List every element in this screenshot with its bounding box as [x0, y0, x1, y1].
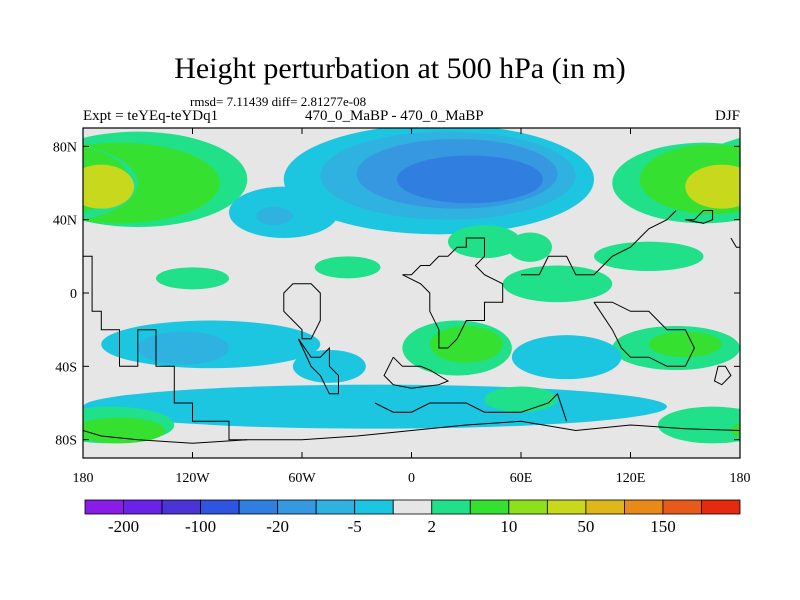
colorbar-label: 10 — [500, 517, 517, 536]
colorbar-swatch — [354, 499, 394, 515]
contour-eq-pacific-east — [156, 267, 229, 290]
coastline-segment — [83, 430, 248, 444]
comparison-label: 470_0_MaBP - 470_0_MaBP — [305, 108, 484, 124]
colorbar-swatch — [392, 499, 433, 515]
contour-southern-ocean-east — [484, 386, 558, 413]
coastlines — [83, 210, 740, 444]
colorbar-swatch — [200, 499, 240, 515]
coastline-segment — [383, 356, 450, 389]
season-label: DJF — [714, 108, 740, 124]
y-tick-label: 40S — [55, 360, 77, 375]
colorbar-swatch — [238, 499, 279, 515]
colorbar-swatch — [84, 499, 124, 515]
contour-arabia — [508, 232, 553, 262]
colorbar-swatch — [469, 499, 510, 515]
contour-s-africa-high-core — [429, 326, 503, 363]
coastline-segment — [83, 255, 248, 441]
colorbar-swatch — [123, 499, 163, 515]
y-tick-label: 80S — [55, 434, 77, 449]
y-tick-label: 0 — [70, 287, 77, 302]
coastline-segment — [685, 210, 714, 224]
y-tick-label: 40N — [53, 214, 77, 229]
contour-southern-high-west-core — [83, 417, 166, 444]
contour-southern-high-east — [657, 406, 740, 444]
colorbar-label: -100 — [185, 517, 216, 536]
colorbar-swatch — [315, 499, 356, 515]
colorbar-swatch — [508, 499, 548, 515]
stats-label: rmsd= 7.11439 diff= 2.81277e-08 — [190, 94, 367, 109]
contour-nw-pacific-band — [594, 241, 704, 271]
colorbar-swatch — [585, 499, 625, 515]
coastline-segment — [297, 338, 339, 395]
contour-n-atlantic-low-core — [396, 155, 543, 204]
contour-s-pacific-high-west-core — [648, 331, 722, 358]
contour-n-america-low-core — [256, 206, 293, 226]
contour-n-pacific-high-core — [83, 164, 135, 209]
contour-southern-high-west-core-wrap — [730, 422, 740, 439]
colorbar-label: -5 — [348, 517, 362, 536]
coastline-segment — [593, 301, 695, 367]
colorbar-swatch — [701, 499, 741, 515]
x-tick-label: 180 — [73, 471, 94, 486]
coastline-segment — [402, 237, 504, 349]
x-tick-label: 120W — [175, 471, 210, 486]
coastline-segment — [283, 283, 321, 340]
contour-indian-low — [511, 335, 622, 380]
colorbar: -200 -100 -20 -5 2 10 50 150 — [84, 499, 741, 536]
x-tick-label: 120E — [616, 471, 646, 486]
colorbar-swatch — [624, 499, 664, 515]
contour-asia-high-core — [685, 164, 740, 209]
x-tick-label: 60W — [288, 471, 316, 486]
colorbar-label: 150 — [650, 517, 676, 536]
x-tick-label: 180 — [730, 471, 751, 486]
colorbar-swatch — [277, 499, 317, 515]
contour-n-pacific-high-core-wrap — [725, 168, 740, 205]
axis-ticks: 180 120W 60W 0 60E 120E 180 80N 40N 0 40S 80S — [53, 128, 751, 486]
x-tick-label: 0 — [408, 471, 415, 486]
colorbar-swatch — [662, 499, 702, 515]
colorbar-label: 50 — [577, 517, 594, 536]
contour-indian-band — [502, 265, 613, 303]
coastline-segment — [374, 392, 568, 422]
coastline-segment — [713, 365, 732, 386]
colorbar-label: -20 — [266, 517, 289, 536]
chart-title: Height perturbation at 500 hPa (in m) — [174, 52, 626, 85]
contour-eq-atlantic — [314, 256, 381, 279]
contour-field — [83, 128, 740, 458]
coastline-segment — [730, 237, 740, 248]
colorbar-swatch — [161, 499, 201, 515]
coastline-segment — [247, 420, 740, 441]
coastline-segment — [521, 210, 677, 276]
colorbar-swatch — [546, 499, 587, 515]
experiment-label: Expt = teYEq-teYDq1 — [83, 108, 219, 124]
y-tick-label: 80N — [53, 140, 77, 155]
contour-se-pacific-core — [137, 331, 229, 365]
colorbar-label: -200 — [108, 517, 139, 536]
x-tick-label: 60E — [510, 471, 533, 486]
colorbar-swatch — [431, 499, 471, 515]
colorbar-label: 2 — [428, 517, 437, 536]
